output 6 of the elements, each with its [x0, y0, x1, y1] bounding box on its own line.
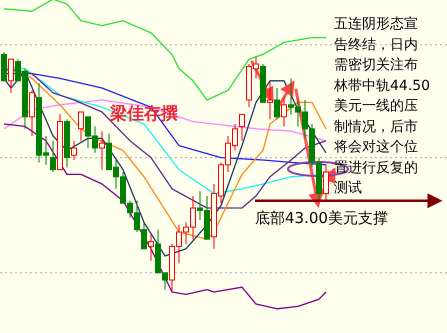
candlestick — [281, 97, 287, 127]
ref-line-label: 底部43.00美元支撑 — [255, 208, 388, 227]
candlestick — [71, 140, 77, 160]
candlestick — [148, 234, 154, 262]
candlestick — [267, 80, 273, 120]
candlestick — [99, 130, 105, 170]
